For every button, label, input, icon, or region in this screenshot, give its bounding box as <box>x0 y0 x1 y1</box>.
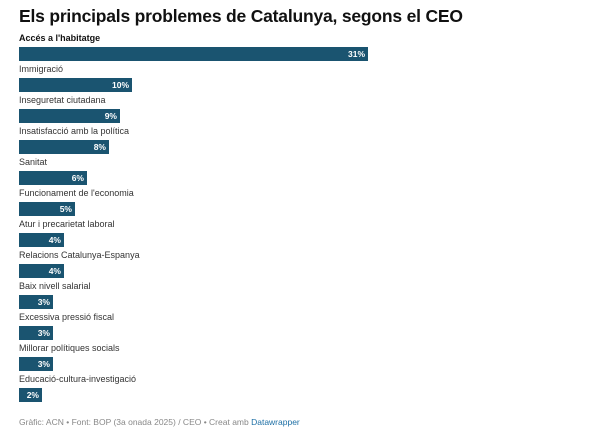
value-label: 4% <box>48 235 61 245</box>
chart-footer: Gràfic: ACN • Font: BOP (3a onada 2025) … <box>19 417 300 427</box>
value-label: 6% <box>71 173 84 183</box>
value-label: 3% <box>37 359 50 369</box>
bar: 10% <box>19 78 132 92</box>
bar-row: Funcionament de l'economia 5% <box>19 187 559 218</box>
value-label: 4% <box>48 266 61 276</box>
value-label: 5% <box>59 204 72 214</box>
category-label: Atur i precarietat laboral <box>19 219 115 229</box>
value-label: 3% <box>37 297 50 307</box>
bar: 3% <box>19 326 53 340</box>
bar: 8% <box>19 140 109 154</box>
bar: 31% <box>19 47 368 61</box>
bar: 4% <box>19 264 64 278</box>
value-label: 10% <box>111 80 129 90</box>
bar-row: Baix nivell salarial 3% <box>19 280 559 311</box>
category-label: Relacions Catalunya-Espanya <box>19 250 140 260</box>
bar: 9% <box>19 109 120 123</box>
category-label: Sanitat <box>19 157 48 167</box>
category-label: Excessiva pressió fiscal <box>19 312 115 322</box>
bar-row: Excessiva pressió fiscal 3% <box>19 311 559 342</box>
category-label: Millorar polítiques socials <box>19 343 120 353</box>
bar: 3% <box>19 295 53 309</box>
category-label: Funcionament de l'economia <box>19 188 134 198</box>
bar-row: Millorar polítiques socials 3% <box>19 342 559 373</box>
bar-chart: Accés a l'habitatge 31% Immigració 10% Inseg… <box>19 32 559 404</box>
category-label: Accés a l'habitatge <box>19 33 101 43</box>
bar-row: Atur i precarietat laboral 4% <box>19 218 559 249</box>
bar-row: Inseguretat ciutadana 9% <box>19 94 559 125</box>
value-label: 9% <box>104 111 117 121</box>
bar-row: Educació-cultura-investigació 2% <box>19 373 559 404</box>
bar: 4% <box>19 233 64 247</box>
category-label: Inseguretat ciutadana <box>19 95 106 105</box>
bar-row: Insatisfacció amb la política 8% <box>19 125 559 156</box>
value-label: 8% <box>93 142 106 152</box>
value-label: 31% <box>347 49 365 59</box>
bar: 3% <box>19 357 53 371</box>
chart-title: Els principals problemes de Catalunya, s… <box>19 6 463 26</box>
category-label: Immigració <box>19 64 64 74</box>
bar: 5% <box>19 202 75 216</box>
bar-row: Sanitat 6% <box>19 156 559 187</box>
value-label: 3% <box>37 328 50 338</box>
category-label: Insatisfacció amb la política <box>19 126 130 136</box>
bar: 2% <box>19 388 42 402</box>
category-label: Educació-cultura-investigació <box>19 374 137 384</box>
bar-row: Immigració 10% <box>19 63 559 94</box>
value-label: 2% <box>26 390 39 400</box>
bar-row: Relacions Catalunya-Espanya 4% <box>19 249 559 280</box>
category-label: Baix nivell salarial <box>19 281 91 291</box>
source-text: Gràfic: ACN • Font: BOP (3a onada 2025) … <box>19 417 252 427</box>
bar-row: Accés a l'habitatge 31% <box>19 32 559 63</box>
bar: 6% <box>19 171 87 185</box>
datawrapper-link[interactable]: Datawrapper <box>251 417 300 427</box>
